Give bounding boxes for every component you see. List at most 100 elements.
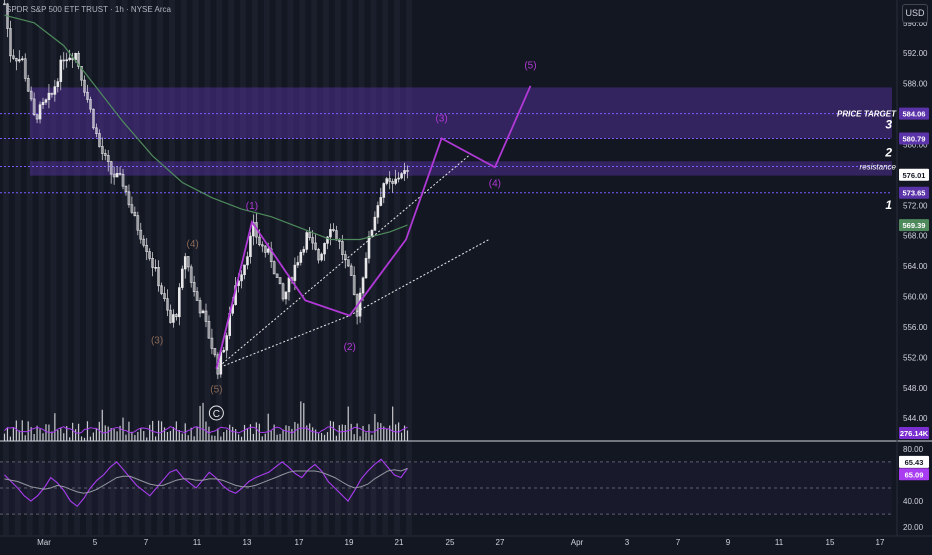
volume-bar: [395, 424, 397, 441]
volume-bar: [113, 428, 115, 441]
volume-bar: [249, 424, 252, 441]
volume-bar: [131, 431, 133, 441]
price-badge: [899, 132, 929, 145]
time-tick-label: Apr: [571, 538, 584, 547]
session-shade: [240, 0, 246, 535]
volume-bar: [101, 409, 103, 441]
candle: [394, 178, 397, 184]
volume-bar: [48, 424, 50, 441]
candle: [192, 282, 196, 292]
volume-bar: [143, 430, 145, 441]
volume-bar: [157, 420, 160, 441]
price-tick-label: 548.00: [903, 384, 928, 393]
volume-bar: [140, 428, 142, 441]
session-shade: [394, 0, 401, 535]
candle: [118, 172, 122, 175]
currency-button[interactable]: USD: [902, 4, 928, 23]
volume-bar: [181, 433, 183, 441]
volume-bar: [208, 426, 210, 441]
volume-bar: [42, 433, 44, 441]
candle: [98, 133, 101, 147]
session-shade: [3, 0, 9, 535]
volume-bar: [315, 429, 317, 441]
candle: [249, 235, 252, 257]
wave-label: (4): [489, 178, 501, 189]
session-shade: [121, 0, 128, 535]
candle: [95, 127, 98, 134]
candle: [210, 337, 214, 349]
volume-bar: [211, 435, 213, 441]
candle: [38, 104, 42, 120]
candle: [89, 99, 92, 110]
candle: [272, 261, 276, 275]
wave-label: (1): [246, 201, 258, 212]
volume-bar: [169, 430, 172, 441]
wave-c-label: C: [213, 409, 220, 420]
session-shade: [299, 0, 306, 535]
candle: [326, 236, 329, 244]
volume-bar: [235, 429, 237, 441]
session-shade: [133, 0, 140, 535]
volume-bar: [149, 424, 151, 441]
price-badge-label: 276.14K: [900, 429, 929, 438]
volume-bar: [122, 417, 124, 441]
time-tick-label: 7: [676, 538, 681, 547]
price-badge: [899, 168, 929, 181]
session-shade: [168, 0, 175, 535]
rsi-tick-label: 40.00: [903, 497, 924, 506]
volume-bar: [166, 431, 169, 441]
rsi-line: [4, 458, 408, 508]
volume-bar: [285, 425, 287, 441]
volume-bar: [45, 424, 47, 441]
volume-bar: [380, 423, 382, 441]
candle: [263, 245, 267, 253]
price-badge-label: 576.01: [903, 171, 926, 180]
volume-bar: [33, 433, 35, 441]
candle: [74, 52, 77, 61]
volume-bar: [279, 433, 281, 441]
candle: [213, 348, 217, 356]
session-shade: [251, 0, 258, 535]
candle: [68, 57, 71, 61]
time-tick-label: 3: [625, 538, 630, 547]
candle: [154, 267, 157, 269]
candle: [367, 236, 371, 259]
volume-bar: [341, 424, 343, 441]
price-badge: [899, 107, 929, 120]
candle: [349, 265, 353, 276]
volume-bar: [125, 434, 127, 441]
price-badge: [899, 427, 929, 439]
candle: [166, 298, 169, 311]
volume-bar: [24, 435, 26, 441]
candle: [56, 81, 60, 87]
time-tick-label: 19: [345, 538, 354, 547]
candle: [151, 258, 154, 268]
candle: [178, 287, 181, 318]
candle: [15, 58, 18, 62]
time-tick-label: 9: [726, 538, 731, 547]
volume-bar: [152, 420, 154, 441]
candle: [204, 310, 208, 322]
wave-label: (2): [344, 342, 356, 353]
volume-bar: [217, 428, 219, 441]
volume-bar: [237, 434, 240, 441]
price-tick-label: 556.00: [903, 323, 928, 332]
volume-bar: [246, 428, 249, 441]
time-tick-label: 17: [876, 538, 885, 547]
candle: [311, 237, 314, 244]
volume-bar: [75, 429, 77, 441]
session-shade: [74, 0, 81, 535]
price-target-label: PRICE TARGET: [837, 110, 897, 119]
volume-bar: [12, 427, 14, 441]
candle: [157, 267, 160, 287]
session-shade: [216, 0, 223, 535]
session-shade: [38, 0, 45, 535]
time-tick-label: 5: [93, 538, 98, 547]
candle: [266, 248, 270, 253]
candle: [145, 244, 149, 252]
elliott-wave-path: [215, 85, 532, 369]
volume-bar: [282, 429, 284, 441]
candle: [379, 197, 383, 206]
